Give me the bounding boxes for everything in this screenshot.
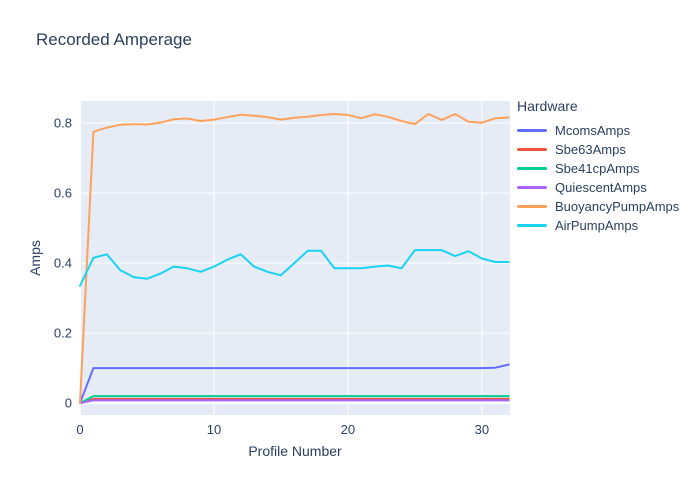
y-tick-label: 0.2 xyxy=(54,326,72,341)
y-tick-label: 0.8 xyxy=(54,116,72,131)
series-line-sbe41cpamps[interactable] xyxy=(79,395,510,405)
y-axis-title: Amps xyxy=(27,240,43,276)
x-tick-label: 20 xyxy=(341,422,355,437)
legend-item-quiescentamps[interactable]: QuiescentAmps xyxy=(517,178,679,197)
legend-label: QuiescentAmps xyxy=(555,180,647,195)
series-line-airpumpamps[interactable] xyxy=(79,249,510,287)
legend-label: AirPumpAmps xyxy=(555,218,639,233)
legend-label: Sbe63Amps xyxy=(555,142,626,157)
series-line-mcomsamps[interactable] xyxy=(79,363,510,405)
legend-line-icon xyxy=(517,148,547,151)
legend: Hardware McomsAmps Sbe63Amps Sbe41cpAmps Qu… xyxy=(517,98,679,235)
series-line-sbe63amps[interactable] xyxy=(79,397,510,405)
x-tick-label: 10 xyxy=(207,422,221,437)
legend-label: McomsAmps xyxy=(555,123,631,138)
legend-item-airpumpamps[interactable]: AirPumpAmps xyxy=(517,216,679,235)
legend-line-icon xyxy=(517,205,547,208)
legend-title: Hardware xyxy=(517,98,578,114)
chart-title: Recorded Amperage xyxy=(36,30,192,49)
x-axis-title: Profile Number xyxy=(248,443,342,459)
legend-item-mcomsamps[interactable]: McomsAmps xyxy=(517,121,679,140)
series-line-buoyancypumpamps[interactable] xyxy=(79,113,510,405)
y-tick-label: 0.4 xyxy=(54,256,72,271)
x-tick-label: 30 xyxy=(475,422,489,437)
y-tick-label: 0 xyxy=(65,396,72,411)
legend-items: McomsAmps Sbe63Amps Sbe41cpAmps QuiescentAm… xyxy=(517,121,679,235)
legend-line-icon xyxy=(517,129,547,132)
legend-line-icon xyxy=(517,186,547,189)
legend-item-sbe63amps[interactable]: Sbe63Amps xyxy=(517,140,679,159)
legend-label: BuoyancyPumpAmps xyxy=(555,199,680,214)
series-line-quiescentamps[interactable] xyxy=(79,399,510,405)
legend-line-icon xyxy=(517,167,547,170)
legend-line-icon xyxy=(517,224,547,227)
x-tick-label: 0 xyxy=(76,422,83,437)
legend-item-sbe41cpamps[interactable]: Sbe41cpAmps xyxy=(517,159,679,178)
plot-area[interactable] xyxy=(80,101,510,415)
y-tick-label: 0.6 xyxy=(54,186,72,201)
legend-label: Sbe41cpAmps xyxy=(555,161,640,176)
legend-item-buoyancypumpamps[interactable]: BuoyancyPumpAmps xyxy=(517,197,679,216)
